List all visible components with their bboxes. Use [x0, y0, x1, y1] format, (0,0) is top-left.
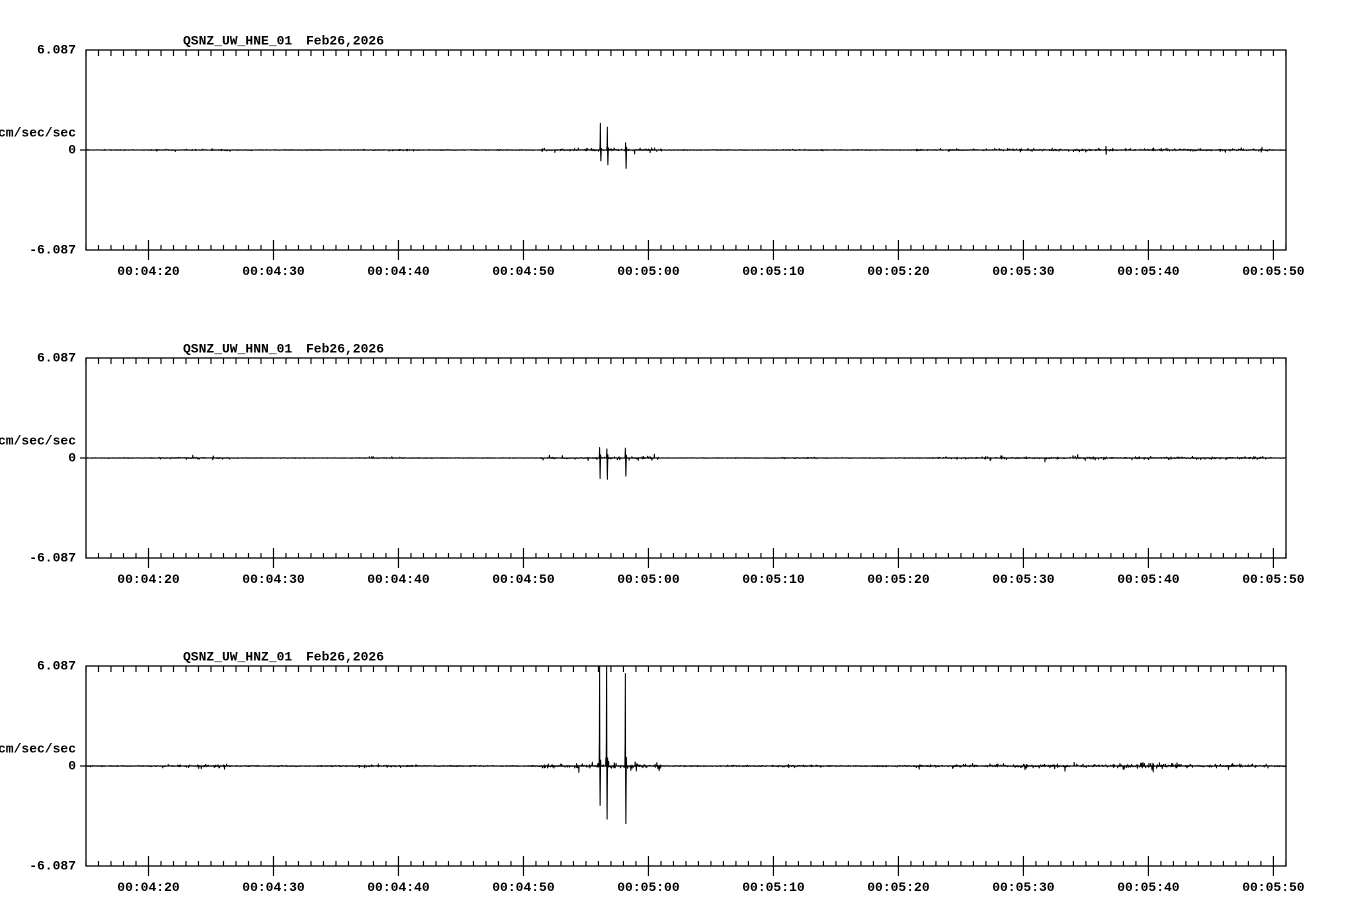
svg-text:00:04:40: 00:04:40	[367, 572, 430, 587]
svg-text:QSNZ_UW_HNZ_01: QSNZ_UW_HNZ_01	[183, 649, 292, 664]
svg-text:00:05:50: 00:05:50	[1242, 880, 1305, 895]
svg-text:00:04:30: 00:04:30	[242, 264, 305, 279]
svg-text:0: 0	[68, 759, 76, 774]
svg-text:00:04:20: 00:04:20	[117, 264, 180, 279]
svg-text:00:04:20: 00:04:20	[117, 880, 180, 895]
svg-text:00:05:10: 00:05:10	[742, 880, 805, 895]
svg-text:00:05:40: 00:05:40	[1117, 264, 1180, 279]
svg-text:0: 0	[68, 451, 76, 466]
svg-text:00:05:30: 00:05:30	[992, 572, 1055, 587]
svg-text:00:05:30: 00:05:30	[992, 264, 1055, 279]
svg-text:00:05:50: 00:05:50	[1242, 264, 1305, 279]
svg-text:00:05:30: 00:05:30	[992, 880, 1055, 895]
svg-text:00:05:20: 00:05:20	[867, 880, 930, 895]
svg-text:-6.087: -6.087	[29, 243, 76, 258]
svg-text:cm/sec/sec: cm/sec/sec	[0, 742, 76, 757]
svg-text:00:05:10: 00:05:10	[742, 572, 805, 587]
svg-text:Feb26,2026: Feb26,2026	[306, 649, 384, 664]
svg-text:QSNZ_UW_HNN_01: QSNZ_UW_HNN_01	[183, 341, 292, 356]
svg-text:0: 0	[68, 143, 76, 158]
svg-text:-6.087: -6.087	[29, 859, 76, 874]
svg-text:QSNZ_UW_HNE_01: QSNZ_UW_HNE_01	[183, 33, 292, 48]
svg-text:00:04:20: 00:04:20	[117, 572, 180, 587]
svg-text:00:05:40: 00:05:40	[1117, 880, 1180, 895]
svg-text:00:05:20: 00:05:20	[867, 264, 930, 279]
svg-text:Feb26,2026: Feb26,2026	[306, 341, 384, 356]
svg-text:00:05:00: 00:05:00	[617, 572, 680, 587]
svg-text:cm/sec/sec: cm/sec/sec	[0, 126, 76, 141]
svg-text:6.087: 6.087	[37, 351, 76, 366]
svg-text:-6.087: -6.087	[29, 551, 76, 566]
svg-text:00:05:40: 00:05:40	[1117, 572, 1180, 587]
svg-text:6.087: 6.087	[37, 659, 76, 674]
svg-text:00:05:00: 00:05:00	[617, 264, 680, 279]
svg-text:00:05:50: 00:05:50	[1242, 572, 1305, 587]
svg-text:Feb26,2026: Feb26,2026	[306, 33, 384, 48]
svg-text:00:05:00: 00:05:00	[617, 880, 680, 895]
svg-text:00:05:20: 00:05:20	[867, 572, 930, 587]
svg-text:00:04:50: 00:04:50	[492, 880, 555, 895]
svg-text:00:05:10: 00:05:10	[742, 264, 805, 279]
svg-text:00:04:40: 00:04:40	[367, 880, 430, 895]
svg-text:00:04:50: 00:04:50	[492, 264, 555, 279]
svg-text:6.087: 6.087	[37, 43, 76, 58]
svg-text:00:04:40: 00:04:40	[367, 264, 430, 279]
svg-text:00:04:50: 00:04:50	[492, 572, 555, 587]
svg-text:cm/sec/sec: cm/sec/sec	[0, 434, 76, 449]
svg-text:00:04:30: 00:04:30	[242, 880, 305, 895]
svg-text:00:04:30: 00:04:30	[242, 572, 305, 587]
